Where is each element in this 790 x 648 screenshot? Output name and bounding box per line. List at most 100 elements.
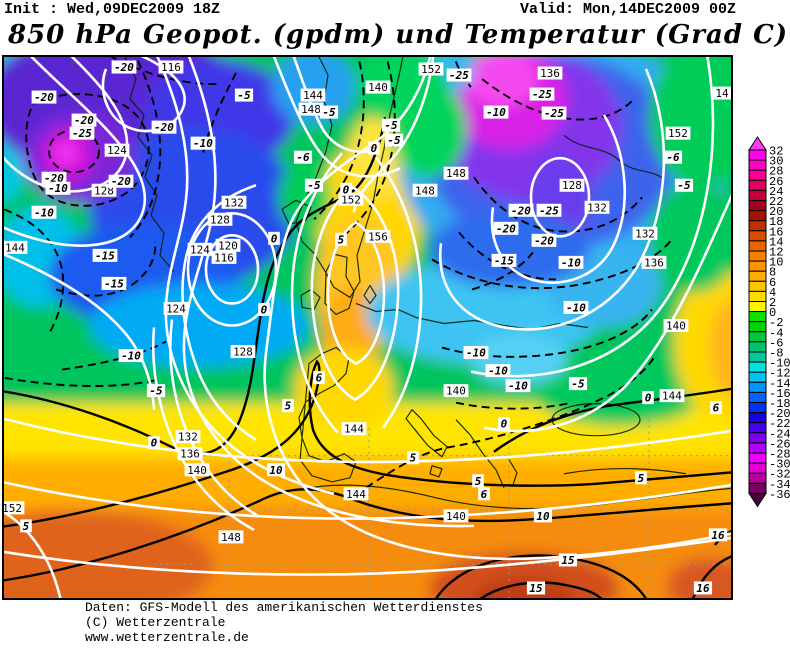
contour-label-box (293, 150, 313, 164)
geopotential-label: 152 (421, 63, 441, 76)
contour-label-box (187, 242, 213, 256)
contour-label-box (665, 126, 691, 140)
contour-label-box (443, 509, 469, 523)
colorbar-tick-label: 28 (769, 165, 783, 179)
contour-label-box (693, 581, 713, 595)
contour-label-box (266, 463, 286, 477)
colorbar-tick-label: -2 (769, 316, 783, 330)
geopotential-label: 152 (4, 502, 22, 515)
contour-label-box (536, 203, 562, 217)
contour-label-box (412, 183, 438, 197)
contour-label-box (558, 255, 584, 269)
colorbar-tick-label: -14 (769, 377, 790, 391)
colorbar-arrow-bottom (748, 492, 767, 508)
temperature-label: -25 (449, 69, 469, 82)
temperature-label: -20 (511, 204, 531, 217)
temperature-label: -20 (154, 121, 174, 134)
temperature-label: -25 (544, 107, 564, 120)
colorbar-cell (748, 402, 767, 414)
geopotential-label: 120 (218, 239, 238, 252)
temperature-label: -5 (387, 134, 401, 147)
contour-label-box (45, 181, 71, 195)
colorbar-cell (748, 391, 767, 403)
contour-label-box (712, 86, 731, 100)
colorbar-cell (748, 462, 767, 474)
colorbar-tick-label: 22 (769, 195, 783, 209)
temperature-label: 0 (271, 232, 278, 245)
contour-label-box (641, 255, 667, 269)
contour-label-box (635, 471, 647, 485)
contour-label-box (343, 487, 369, 501)
contour-label-box (151, 120, 177, 134)
geopotential-label: 140 (446, 510, 466, 523)
contour-label-box (71, 113, 97, 127)
temperature-label: -20 (114, 61, 134, 74)
temperature-label: -10 (466, 347, 486, 360)
contour-label-box (300, 88, 326, 102)
colorbar-tick-label: 10 (769, 256, 783, 270)
geopotential-label: 140 (446, 385, 466, 398)
colorbar-cell (748, 301, 767, 313)
temperature-label: -25 (72, 127, 92, 140)
contour-label-box (118, 349, 144, 363)
colorbar-tick-label: -28 (769, 448, 790, 462)
temperature-label: 6 (713, 402, 720, 415)
temperature-label: -10 (121, 350, 141, 363)
colorbar-tick-label: -18 (769, 397, 790, 411)
temperature-label: -20 (74, 114, 94, 127)
contour-label-box (493, 221, 519, 235)
contour-label-box (526, 581, 546, 595)
temperature-contour-labels: -20-25-5-5 -10-25-25-20-20-25 -20-10-5-5-6… (20, 60, 728, 595)
contour-label-box (531, 233, 557, 247)
colorbar-tick-label: -6 (769, 336, 783, 350)
contour-label-box (568, 377, 588, 391)
contour-label-box (365, 229, 391, 243)
colorbar-tick-label: 4 (769, 286, 776, 300)
geopotential-label: 14 (715, 87, 729, 100)
contour-label-box (41, 171, 67, 185)
contour-label-box (146, 384, 166, 398)
temperature-label: 15 (561, 554, 575, 567)
temperature-label: -10 (566, 301, 586, 314)
contour-label-box (158, 60, 184, 74)
contour-label-box (258, 302, 270, 316)
contour-label-box (558, 553, 578, 567)
colorbar-tick-label: -36 (769, 488, 790, 502)
colorbar-cell (748, 270, 767, 282)
contour-label-box (533, 509, 553, 523)
colorbar-cell (748, 240, 767, 252)
contour-label-box (163, 301, 189, 315)
temperature-label: -5 (149, 385, 163, 398)
temperature-label: 5 (338, 233, 345, 246)
footer-copyright: (C) Wetterzentrale (85, 615, 226, 630)
temperature-label: 5 (23, 520, 30, 533)
geopotential-label: 152 (341, 193, 361, 206)
temperature-colorbar: 32302826242220181614121086420-2-4-6-8-10… (748, 136, 790, 508)
contour-label-box (541, 106, 567, 120)
contour-label-box (211, 250, 237, 264)
contour-label-box (443, 384, 469, 398)
geopotential-label: 144 (5, 241, 25, 254)
colorbar-cell (748, 189, 767, 202)
colorbar-cell (748, 412, 767, 424)
temperature-label: 0 (645, 392, 652, 405)
contour-label-box (642, 391, 654, 405)
contour-label-box (505, 379, 531, 393)
colorbar-tick-label: 2 (769, 296, 776, 310)
contour-label-box (537, 66, 563, 80)
geopotential-label: 128 (562, 179, 582, 192)
geopotential-label: 136 (540, 67, 560, 80)
temperature-label: -10 (486, 106, 506, 119)
colorbar-cell (748, 422, 767, 434)
contour-label-box (483, 105, 509, 119)
valid-time-label: Valid: Mon,14DEC2009 00Z (519, 1, 736, 18)
colorbar-tick-label: 32 (769, 145, 783, 159)
temperature-label: 5 (475, 475, 482, 488)
temperature-label: -10 (561, 256, 581, 269)
init-time-label: Init : Wed,09DEC2009 18Z (4, 1, 221, 18)
temperature-label: 6 (316, 372, 323, 385)
contour-label-box (175, 430, 201, 444)
contour-label-box (31, 90, 57, 104)
temperature-label: -5 (384, 119, 398, 132)
